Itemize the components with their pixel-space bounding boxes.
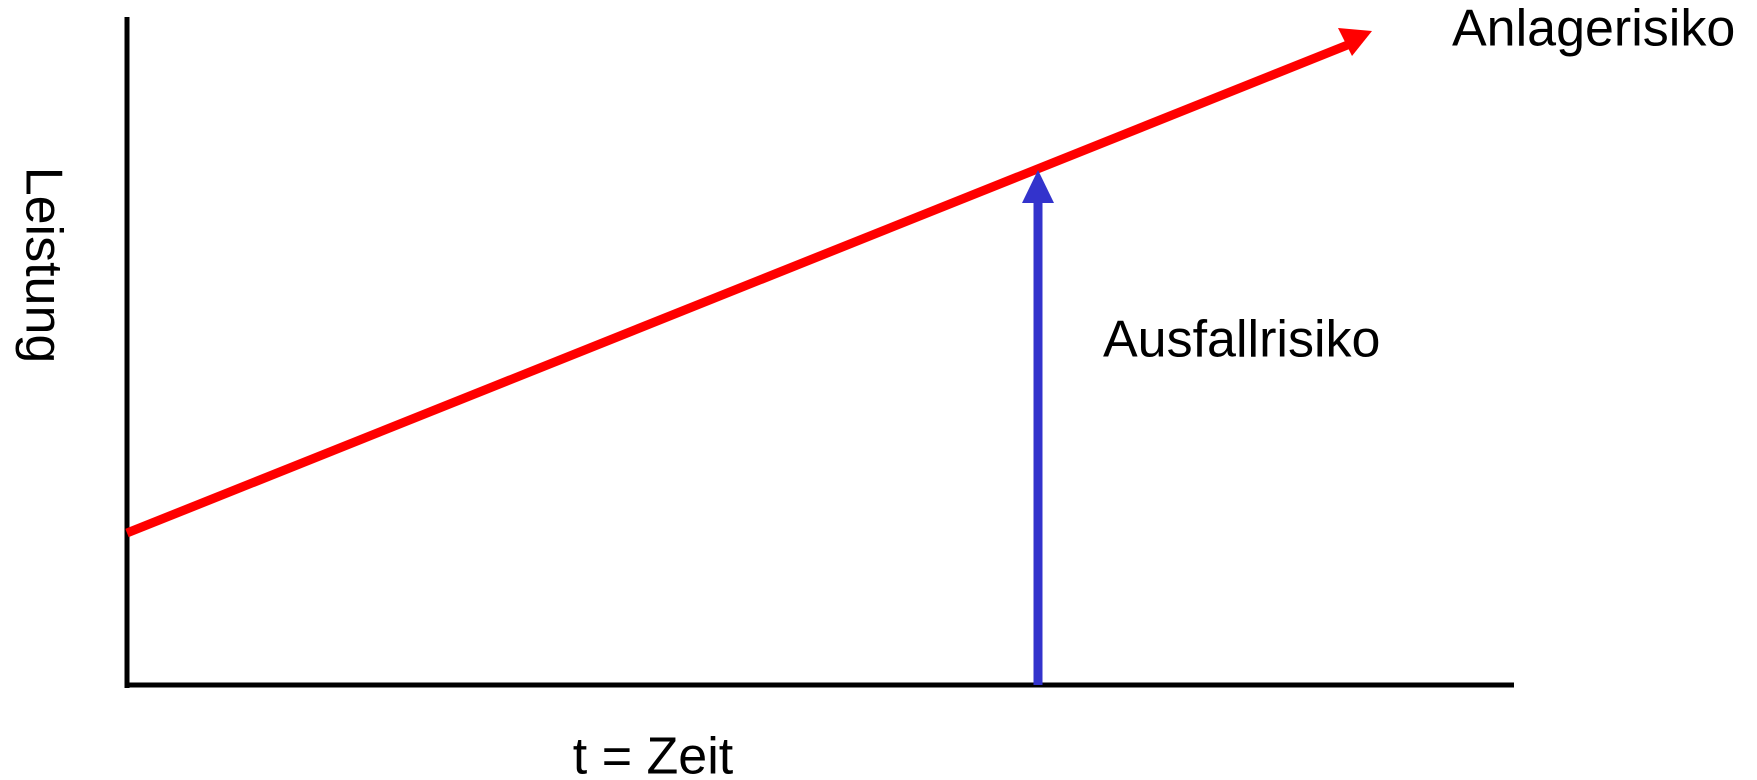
x-axis-label: t = Zeit <box>573 728 734 780</box>
trend-arrowhead <box>1338 28 1372 56</box>
gap-label: Ausfallrisiko <box>1103 311 1380 369</box>
trend-line <box>125 39 1352 538</box>
gap-arrowhead <box>1022 170 1054 203</box>
y-axis-label: Leistung <box>14 167 72 364</box>
trend-label: Anlagerisiko <box>1452 0 1735 58</box>
